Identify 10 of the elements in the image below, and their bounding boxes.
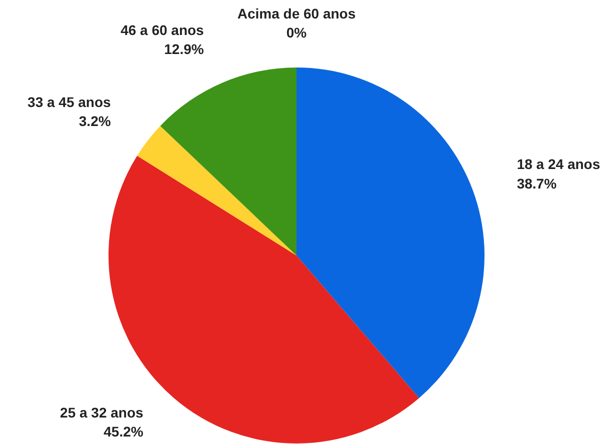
text: 0% [286,24,307,41]
data-label: 38.7% [516,175,558,192]
slice-label: 46 a 60 anos [120,22,204,38]
slice-label: 18 a 24 anos [516,156,600,172]
category-label: Acima de 60 anos [237,5,356,22]
data-label: 3.2% [78,113,112,130]
data-label: 45.2% [104,424,144,440]
slice-label: 25 a 32 anos [60,404,144,420]
data-label: 12.9% [164,41,204,58]
slice-label: 33 a 45 anos [28,94,112,110]
